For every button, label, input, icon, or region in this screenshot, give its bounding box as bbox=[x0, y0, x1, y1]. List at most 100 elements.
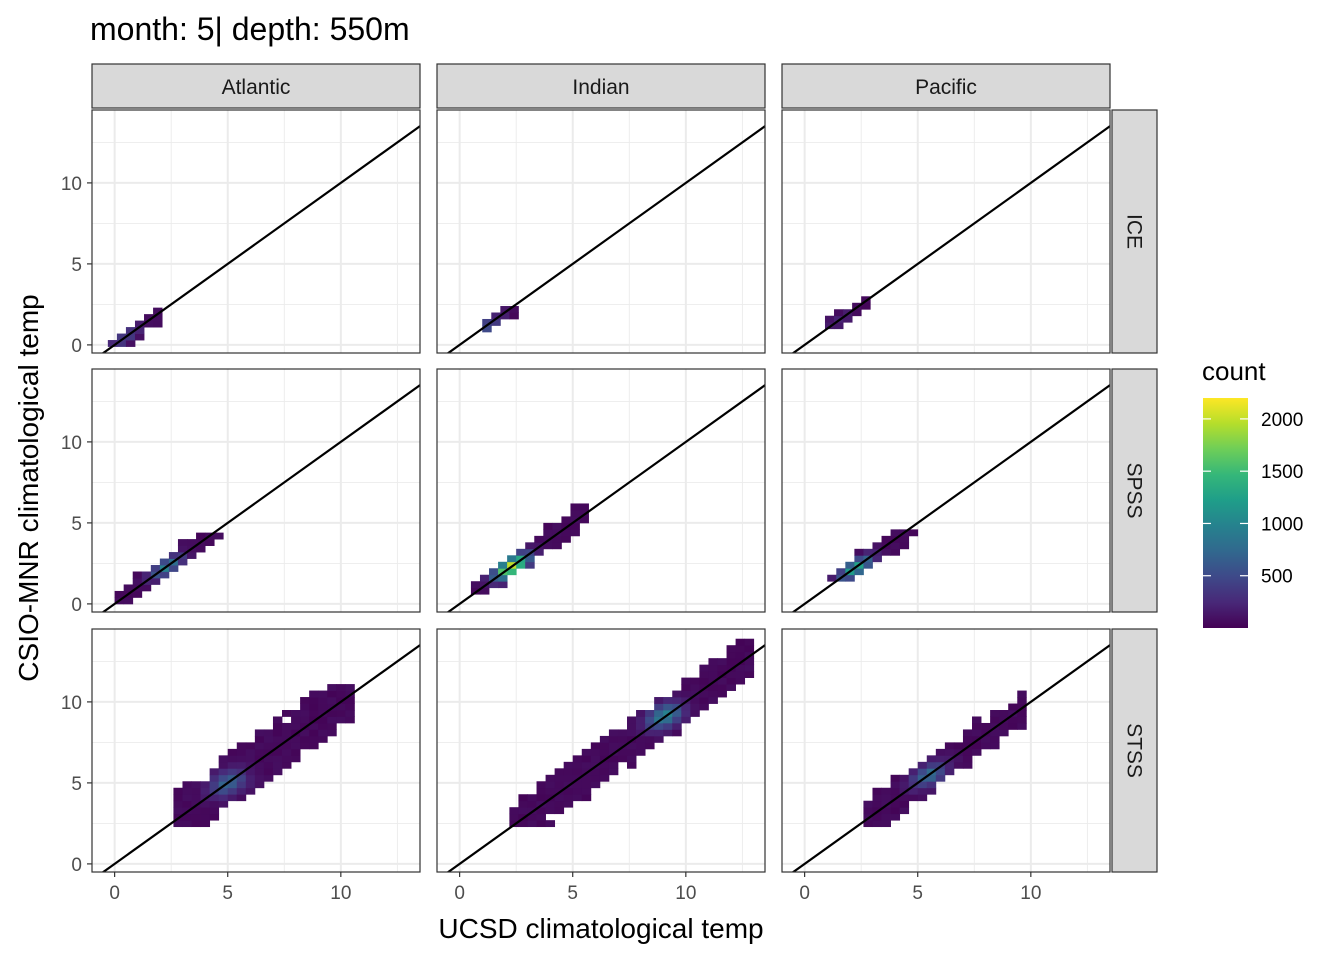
heatmap-bin bbox=[482, 325, 492, 333]
heatmap-bin bbox=[563, 774, 574, 782]
heatmap-bin bbox=[708, 684, 718, 691]
x-tick-label: 5 bbox=[567, 883, 578, 904]
heatmap-bin bbox=[345, 710, 355, 717]
heatmap-bin bbox=[944, 748, 955, 756]
heatmap-bin bbox=[236, 787, 247, 795]
heatmap-bin bbox=[470, 581, 481, 589]
heatmap-bin bbox=[132, 571, 143, 579]
heatmap-bin bbox=[291, 710, 301, 717]
heatmap-bin bbox=[744, 638, 755, 646]
heatmap-bin bbox=[191, 794, 201, 802]
heatmap-bin bbox=[245, 755, 256, 763]
heatmap-bin bbox=[590, 781, 601, 789]
heatmap-bin bbox=[1017, 710, 1027, 717]
heatmap-bin bbox=[300, 697, 310, 704]
heatmap-bin bbox=[536, 807, 546, 815]
heatmap-bin bbox=[590, 748, 601, 756]
heatmap-bin bbox=[617, 729, 628, 737]
heatmap-bin bbox=[125, 333, 136, 341]
heatmap-bin bbox=[245, 742, 256, 750]
heatmap-bin bbox=[1017, 716, 1027, 724]
heatmap-bin bbox=[300, 729, 310, 737]
y-tick-label: 0 bbox=[71, 595, 82, 616]
heatmap-bin bbox=[890, 548, 901, 556]
heatmap-bin bbox=[717, 690, 727, 698]
heatmap-bin bbox=[854, 568, 864, 576]
heatmap-bin bbox=[543, 522, 553, 530]
heatmap-bin bbox=[663, 697, 673, 704]
facet-label-ice: ICE bbox=[1123, 214, 1146, 249]
heatmap-bin bbox=[205, 539, 215, 546]
x-tick-label: 5 bbox=[912, 883, 923, 904]
heatmap-bin bbox=[654, 722, 664, 730]
heatmap-bin bbox=[590, 755, 601, 763]
heatmap-bin bbox=[291, 755, 301, 763]
heatmap-bin bbox=[545, 800, 556, 808]
heatmap-bin bbox=[627, 755, 637, 763]
heatmap-bin bbox=[516, 548, 526, 556]
heatmap-bin bbox=[581, 794, 592, 802]
heatmap-bin bbox=[345, 703, 355, 711]
heatmap-bin bbox=[209, 768, 220, 776]
heatmap-bin bbox=[908, 774, 919, 782]
heatmap-bin bbox=[581, 781, 592, 789]
heatmap-bin bbox=[836, 568, 846, 576]
heatmap-bin bbox=[196, 545, 206, 553]
heatmap-bin bbox=[300, 716, 310, 724]
heatmap-bin bbox=[590, 742, 601, 750]
x-tick-label: 10 bbox=[1020, 883, 1041, 904]
heatmap-bin bbox=[890, 813, 901, 821]
heatmap-bin bbox=[572, 755, 583, 763]
heatmap-bin bbox=[735, 664, 746, 672]
heatmap-bin bbox=[482, 318, 492, 326]
heatmap-bin bbox=[636, 710, 646, 717]
heatmap-bin bbox=[318, 735, 328, 743]
panel-pacific-spss bbox=[781, 368, 1111, 613]
heatmap-bin bbox=[218, 774, 229, 782]
heatmap-bin bbox=[999, 710, 1009, 717]
facet-strip-indian bbox=[436, 63, 766, 109]
heatmap-bin bbox=[318, 716, 328, 724]
heatmap-bin bbox=[187, 539, 197, 546]
heatmap-bin bbox=[872, 813, 882, 821]
heatmap-bin bbox=[917, 794, 928, 802]
heatmap-bin bbox=[534, 548, 544, 556]
legend-tick-label: 1500 bbox=[1261, 462, 1303, 483]
heatmap-bin bbox=[182, 813, 192, 821]
heatmap-bin bbox=[500, 312, 510, 320]
heatmap-bin bbox=[717, 664, 727, 672]
heatmap-bin bbox=[545, 820, 556, 828]
heatmap-bin bbox=[479, 574, 490, 582]
heatmap-bin bbox=[282, 748, 292, 756]
heatmap-bin bbox=[645, 716, 655, 724]
heatmap-bin bbox=[144, 314, 154, 321]
heatmap-bin bbox=[282, 761, 292, 769]
heatmap-bin bbox=[272, 768, 283, 776]
heatmap-bin bbox=[681, 677, 691, 685]
facet-label-spss: SPSS bbox=[1123, 462, 1146, 518]
heatmap-bin bbox=[209, 794, 220, 802]
heatmap-bin bbox=[572, 768, 583, 776]
x-tick-label: 0 bbox=[109, 883, 120, 904]
heatmap-bin bbox=[543, 542, 553, 550]
heatmap-bin bbox=[953, 755, 964, 763]
heatmap-bin bbox=[962, 761, 973, 769]
heatmap-bin bbox=[944, 761, 955, 769]
heatmap-bin bbox=[561, 535, 571, 543]
heatmap-bin bbox=[300, 703, 310, 711]
heatmap-bin bbox=[200, 813, 211, 821]
heatmap-bin bbox=[962, 729, 973, 737]
heatmap-bin bbox=[608, 755, 619, 763]
heatmap-bin bbox=[291, 742, 301, 750]
panel-border bbox=[781, 628, 1111, 873]
heatmap-bin bbox=[690, 710, 700, 717]
heatmap-bin bbox=[570, 522, 580, 530]
heatmap-bin bbox=[663, 716, 673, 724]
heatmap-bin bbox=[227, 768, 238, 776]
heatmap-bin bbox=[227, 794, 238, 802]
heatmap-bin bbox=[908, 529, 919, 537]
heatmap-bin bbox=[254, 768, 265, 776]
heatmap-bin bbox=[563, 800, 574, 808]
reference-line bbox=[101, 644, 420, 872]
